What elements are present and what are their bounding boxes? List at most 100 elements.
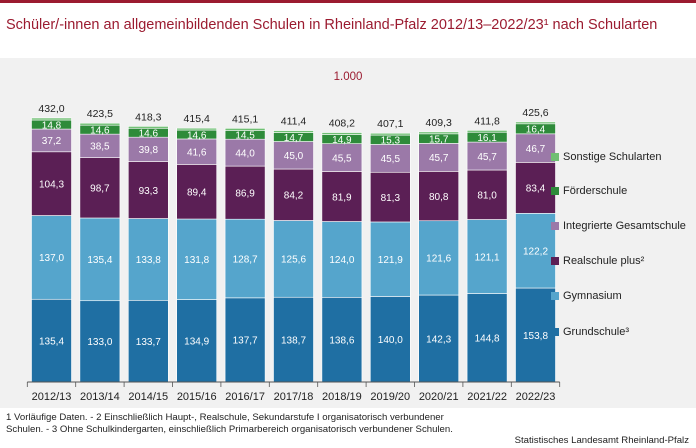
segment-value-label: 98,7 xyxy=(90,184,110,195)
segment-value-label: 45,7 xyxy=(477,152,497,163)
legend-swatch xyxy=(551,187,559,195)
segment-value-label: 81,3 xyxy=(381,193,401,204)
bar-segment xyxy=(31,298,72,383)
bar-segment xyxy=(176,164,217,220)
bar-segment xyxy=(273,220,314,298)
total-value-label: 411,4 xyxy=(281,116,307,128)
bar-segment xyxy=(321,296,363,383)
segment-value-label: 153,8 xyxy=(523,331,548,342)
bar-segment xyxy=(224,297,266,383)
bar-segment xyxy=(128,136,169,162)
bar-segment xyxy=(176,138,217,165)
segment-value-label: 133,7 xyxy=(136,337,161,348)
total-value-label: 407,1 xyxy=(377,118,403,130)
bar-segment xyxy=(466,130,508,133)
bar-segment xyxy=(321,143,363,172)
bar-segment xyxy=(31,215,72,300)
bar-segment xyxy=(515,213,556,289)
segment-value-label: 81,9 xyxy=(332,192,352,203)
segment-value-label: 38,5 xyxy=(90,142,110,153)
legend-swatch xyxy=(551,153,559,161)
segment-value-label: 122,2 xyxy=(523,246,548,257)
segment-value-label: 41,6 xyxy=(187,147,207,158)
bar-segment xyxy=(466,219,508,294)
legend-swatch xyxy=(551,328,559,336)
legend-label: Integrierte Gesamtschule xyxy=(563,220,686,232)
segment-value-label: 14,7 xyxy=(284,133,304,144)
x-category-label: 2022/23 xyxy=(516,391,556,403)
x-category-label: 2019/20 xyxy=(370,391,410,403)
segment-value-label: 124,0 xyxy=(329,255,354,266)
stacked-bar-chart: 1.000 135,4 137,0 104,3 37,2 14,8 432,0 2012/13… xyxy=(26,71,686,403)
segment-value-label: 133,0 xyxy=(87,337,112,348)
total-value-label: 411,8 xyxy=(474,115,500,127)
segment-value-label: 137,0 xyxy=(39,253,64,264)
segment-value-label: 81,0 xyxy=(477,191,497,202)
segment-value-label: 144,8 xyxy=(475,334,500,345)
bar-segment xyxy=(369,144,411,173)
footnote-line-1: 1 Vorläufige Daten. - 2 Einschließlich H… xyxy=(6,412,444,423)
segment-value-label: 121,1 xyxy=(475,252,500,263)
segment-value-label: 121,6 xyxy=(426,254,451,265)
chart-title: Schüler/-innen an allgemeinbildenden Sch… xyxy=(6,17,658,33)
bar-segment xyxy=(418,171,460,222)
bar-segment xyxy=(418,220,460,296)
segment-value-label: 121,9 xyxy=(378,255,403,266)
legend-swatch xyxy=(551,257,559,265)
bar-segment xyxy=(273,130,314,133)
bar-segment xyxy=(79,217,121,302)
segment-value-label: 45,0 xyxy=(284,151,304,162)
segment-value-label: 86,9 xyxy=(235,188,255,199)
unit-label: 1.000 xyxy=(334,71,363,83)
total-value-label: 425,6 xyxy=(522,107,548,119)
x-category-label: 2016/17 xyxy=(225,391,265,403)
x-category-label: 2018/19 xyxy=(322,391,362,403)
segment-value-label: 133,8 xyxy=(136,255,161,266)
bar-segment xyxy=(176,218,217,300)
total-value-label: 415,4 xyxy=(184,113,210,125)
bar-segment xyxy=(515,287,556,383)
bar-segment xyxy=(515,121,556,125)
legend-swatch xyxy=(551,292,559,300)
source-label: Statistisches Landesamt Rheinland-Pfalz xyxy=(514,435,689,446)
segment-value-label: 39,8 xyxy=(139,145,159,156)
bar-segment xyxy=(79,157,121,219)
x-category-label: 2017/18 xyxy=(274,391,314,403)
footnote-line-2: Schulen. - 3 Ohne Schulkindergarten, ein… xyxy=(6,423,453,435)
bar-segment xyxy=(466,141,508,171)
segment-value-label: 80,8 xyxy=(429,192,449,203)
segment-value-label: 104,3 xyxy=(39,179,64,190)
total-value-label: 423,5 xyxy=(87,108,113,120)
bar-segment xyxy=(128,299,169,383)
bar-segment xyxy=(418,143,460,172)
bar-segment xyxy=(224,128,266,131)
segment-value-label: 45,7 xyxy=(429,153,449,164)
segment-value-label: 89,4 xyxy=(187,188,207,199)
bar-segment xyxy=(369,132,411,136)
segment-value-label: 140,0 xyxy=(378,335,403,346)
segment-value-label: 15,7 xyxy=(429,134,449,145)
segment-value-label: 128,7 xyxy=(233,254,258,265)
segment-value-label: 14,6 xyxy=(187,130,207,141)
segment-value-label: 45,5 xyxy=(381,154,401,165)
bar-segment xyxy=(466,169,508,220)
segment-value-label: 93,3 xyxy=(139,186,159,197)
bar-segment xyxy=(321,221,363,298)
segment-value-label: 84,2 xyxy=(284,191,304,202)
total-value-label: 418,3 xyxy=(135,111,161,123)
bar-segment xyxy=(369,221,411,297)
legend-swatch xyxy=(551,222,559,230)
bar-segment xyxy=(515,133,556,163)
bar-segment xyxy=(418,131,460,135)
bar-segment xyxy=(176,299,217,383)
bar-segment xyxy=(224,138,266,167)
segment-value-label: 46,7 xyxy=(526,144,546,155)
x-category-label: 2014/15 xyxy=(128,391,168,403)
segment-value-label: 138,7 xyxy=(281,335,306,346)
bar-segment xyxy=(79,300,121,383)
bar-segment xyxy=(321,171,363,222)
bar-segment xyxy=(273,168,314,221)
segment-value-label: 16,4 xyxy=(526,125,546,136)
bar-segment xyxy=(369,171,411,223)
segment-value-label: 135,4 xyxy=(39,336,64,347)
